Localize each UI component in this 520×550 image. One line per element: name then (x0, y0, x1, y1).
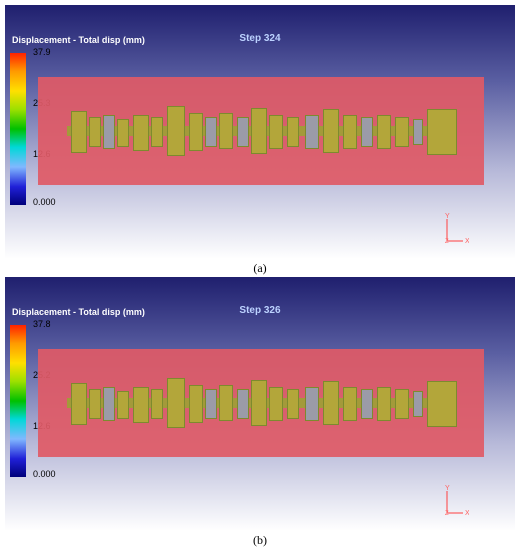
axis-x-label: X (465, 510, 469, 517)
camshaft-lobe (361, 117, 373, 147)
axis-z-label: Z (445, 239, 449, 245)
legend-title: Displacement - Total disp (mm) (12, 307, 145, 317)
camshaft-lobe (269, 115, 283, 149)
camshaft-lobe (237, 389, 249, 419)
camshaft-lobe (71, 111, 87, 153)
camshaft-lobe (219, 385, 233, 421)
camshaft-lobe (413, 391, 423, 417)
camshaft-lobe (395, 117, 409, 147)
color-scale-bar (10, 53, 26, 205)
axis-triad-icon: Y Z X (445, 485, 469, 517)
camshaft-lobe (103, 387, 115, 421)
camshaft-lobe (413, 119, 423, 145)
camshaft-lobe (219, 113, 233, 149)
legend-min-value: 0.000 (33, 469, 56, 479)
camshaft-lobe (251, 380, 267, 426)
camshaft-lobe (151, 117, 163, 147)
camshaft-lobe (305, 115, 319, 149)
camshaft-lobe (395, 389, 409, 419)
camshaft-lobe (71, 383, 87, 425)
legend-title: Displacement - Total disp (mm) (12, 35, 145, 45)
simulation-view-b: Displacement - Total disp (mm) Step 326 … (5, 277, 515, 531)
color-scale-bar (10, 325, 26, 477)
axis-y-label: Y (445, 213, 450, 220)
caption-a: (a) (253, 261, 267, 275)
axis-y-label: Y (445, 485, 450, 492)
camshaft-lobe (305, 387, 319, 421)
legend-min-value: 0.000 (33, 197, 56, 207)
camshaft-lobe (237, 117, 249, 147)
legend-max-value: 37.9 (33, 47, 51, 57)
camshaft-lobe (205, 389, 217, 419)
camshaft-lobe (427, 381, 457, 427)
camshaft-lobe (269, 387, 283, 421)
simulation-view-a: Displacement - Total disp (mm) Step 324 … (5, 5, 515, 259)
camshaft-lobe (287, 389, 299, 419)
caption-b: (b) (253, 533, 267, 547)
camshaft-lobe (133, 115, 149, 151)
step-label: Step 324 (239, 33, 281, 44)
camshaft-lobe (189, 385, 203, 423)
camshaft-lobe (89, 389, 101, 419)
axis-x-label: X (465, 238, 469, 245)
camshaft-lobe (377, 115, 391, 149)
camshaft-lobe (117, 391, 129, 419)
camshaft-lobe (167, 106, 185, 156)
axis-triad-icon: Y Z X (445, 213, 469, 245)
step-label: Step 326 (239, 305, 281, 316)
camshaft-lobe (323, 381, 339, 425)
camshaft-lobe (117, 119, 129, 147)
camshaft-lobe (189, 113, 203, 151)
camshaft-lobe (103, 115, 115, 149)
camshaft-lobe (205, 117, 217, 147)
camshaft-lobe (251, 108, 267, 154)
legend-max-value: 37.8 (33, 319, 51, 329)
camshaft-lobe (133, 387, 149, 423)
camshaft-lobe (377, 387, 391, 421)
camshaft-lobe (89, 117, 101, 147)
camshaft-lobe (427, 109, 457, 155)
camshaft-lobe (343, 115, 357, 149)
camshaft-lobe (167, 378, 185, 428)
camshaft-lobe (361, 389, 373, 419)
camshaft-lobe (151, 389, 163, 419)
camshaft-lobe (323, 109, 339, 153)
camshaft-lobe (343, 387, 357, 421)
axis-z-label: Z (445, 511, 449, 517)
camshaft-lobe (287, 117, 299, 147)
